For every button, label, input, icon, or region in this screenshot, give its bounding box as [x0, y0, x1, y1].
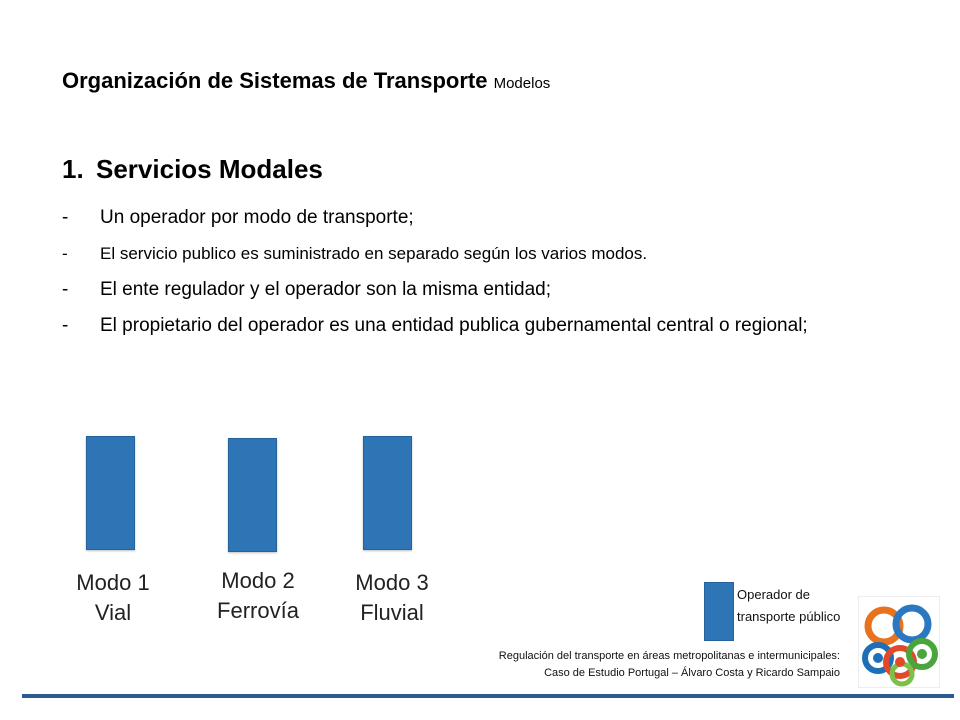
mode-1-operator-bar	[86, 436, 135, 550]
legend-label: Operador de transporte público	[737, 584, 840, 628]
mode-3-type: Fluvial	[360, 600, 424, 625]
bullet-text: Un operador por modo de transporte;	[100, 207, 414, 228]
bullet-item: - El propietario del operador es una ent…	[62, 308, 904, 344]
bullet-text: El propietario del operador es una entid…	[100, 315, 808, 336]
mode-1-type: Vial	[94, 600, 132, 625]
mode-2-operator-bar	[228, 438, 277, 552]
mode-3-operator-bar	[363, 436, 412, 550]
mode-3-label: Modo 3 Fluvial	[322, 568, 462, 628]
mode-2-label: Modo 2 Ferrovía	[188, 566, 328, 626]
mode-2-type: Ferrovía	[217, 598, 299, 623]
slide-title: Organización de Sistemas de Transporte M…	[62, 68, 550, 94]
bullet-item: - Un operador por modo de transporte;	[62, 200, 904, 236]
bottom-rule	[22, 694, 954, 698]
bullet-dash: -	[62, 315, 69, 336]
bullet-item: - El ente regulador y el operador son la…	[62, 272, 904, 308]
legend-line-1: Operador de	[737, 587, 810, 602]
bullet-dash: -	[62, 207, 69, 228]
section-number: 1.	[62, 154, 84, 184]
mode-1-label: Modo 1 Vial	[43, 568, 183, 628]
legend-line-2: transporte público	[737, 609, 841, 624]
transport-rings-logo	[858, 596, 940, 688]
section-heading: 1. Servicios Modales	[62, 154, 323, 185]
bullet-text: El servicio publico es suministrado en s…	[100, 244, 648, 263]
bullet-dash: -	[62, 279, 69, 300]
bullet-list: - Un operador por modo de transporte; - …	[62, 200, 904, 344]
footer-credit: Regulación del transporte en áreas metro…	[499, 648, 840, 682]
slide-title-sub: Modelos	[493, 75, 551, 92]
bullet-text: El ente regulador y el operador son la m…	[100, 279, 551, 300]
bullet-item: - El servicio publico es suministrado en…	[62, 236, 904, 272]
mode-3-name: Modo 3	[355, 570, 429, 595]
mode-1-name: Modo 1	[76, 570, 150, 595]
mode-2-name: Modo 2	[221, 568, 295, 593]
section-heading-text: Servicios Modales	[96, 154, 323, 184]
slide-title-main: Organización de Sistemas de Transporte	[62, 68, 488, 93]
footer-line-2: Caso de Estudio Portugal – Álvaro Costa …	[544, 667, 840, 679]
footer-line-1: Regulación del transporte en áreas metro…	[498, 650, 840, 662]
legend-swatch	[704, 582, 734, 641]
bullet-dash: -	[62, 244, 68, 263]
